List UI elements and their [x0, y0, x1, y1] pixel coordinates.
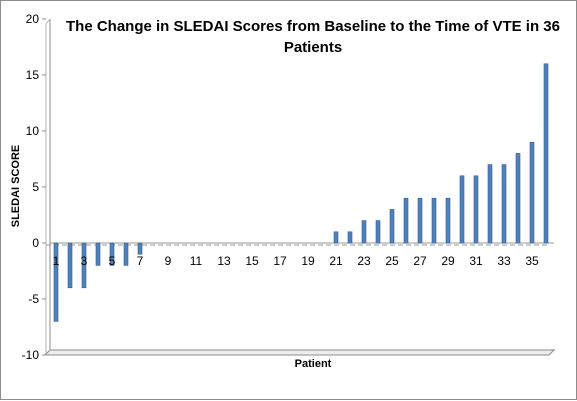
x-tick-label: 5 — [109, 254, 116, 268]
bar-patient-6 — [123, 242, 129, 266]
bar-patient-35 — [529, 141, 535, 244]
x-tick-label: 7 — [137, 254, 144, 268]
x-tick-label: 25 — [385, 254, 399, 268]
y-tick-label: -10 — [22, 348, 40, 362]
bar-patient-29 — [445, 197, 451, 244]
bar-patient-24 — [375, 220, 381, 244]
x-tick-label: 29 — [441, 254, 455, 268]
bar-patient-36 — [543, 63, 549, 244]
y-tick-label: 15 — [26, 68, 40, 82]
x-tick-label: 27 — [413, 254, 427, 268]
x-axis: 1 3 5 7 9 11 13 15 17 19 21 23 25 27 29 31 33 35 — [53, 254, 539, 268]
bar-patient-7 — [137, 242, 143, 255]
x-tick-label: 35 — [525, 254, 539, 268]
bar-patient-28 — [431, 197, 437, 244]
bar-patient-27 — [417, 197, 423, 244]
bar-patient-21 — [333, 231, 339, 244]
x-tick-label: 21 — [329, 254, 343, 268]
x-tick-label: 3 — [81, 254, 88, 268]
x-tick-label: 17 — [273, 254, 287, 268]
bar-patient-23 — [361, 220, 367, 244]
x-tick-label: 23 — [357, 254, 371, 268]
y-tick-label: 20 — [26, 12, 40, 26]
x-tick-label: 31 — [469, 254, 483, 268]
bar-patient-4 — [95, 242, 101, 266]
bars — [46, 63, 554, 322]
bar-patient-33 — [501, 164, 507, 244]
chart-title: The Change in SLEDAI Scores from Baselin… — [66, 18, 560, 56]
y-tick-label: 10 — [26, 124, 40, 138]
y-axis-label: SLEDAI SCORE — [10, 145, 22, 228]
x-tick-label: 1 — [53, 254, 60, 268]
x-tick-label: 11 — [190, 254, 203, 268]
bar-patient-25 — [389, 209, 395, 244]
x-tick-label: 15 — [245, 254, 259, 268]
bar-patient-1 — [53, 242, 59, 322]
chart-wall — [43, 18, 556, 356]
bar-patient-5 — [109, 242, 115, 266]
bar-patient-2 — [67, 242, 73, 289]
bar-patient-31 — [473, 175, 479, 244]
x-axis-label: Patient — [295, 358, 332, 370]
chart-title-line-1: The Change in SLEDAI Scores from Baselin… — [66, 18, 560, 35]
x-tick-label: 19 — [301, 254, 315, 268]
x-tick-label: 13 — [217, 254, 231, 268]
chart-floor — [43, 349, 556, 356]
bar-patient-22 — [347, 231, 353, 244]
y-tick-label: 0 — [32, 236, 39, 250]
y-tick-label: 5 — [32, 180, 39, 194]
x-tick-label: 9 — [165, 254, 172, 268]
y-axis: -10 -5 0 5 10 15 20 — [22, 12, 46, 362]
bar-patient-32 — [487, 164, 493, 244]
bar-patient-34 — [515, 153, 521, 244]
bar-patient-30 — [459, 175, 465, 244]
y-tick-label: -5 — [28, 292, 39, 306]
chart-title-line-2: Patients — [284, 39, 342, 56]
bar-patient-3 — [81, 242, 87, 289]
bar-patient-26 — [403, 197, 409, 244]
x-tick-label: 33 — [497, 254, 511, 268]
wall-edge-top — [45, 18, 51, 25]
